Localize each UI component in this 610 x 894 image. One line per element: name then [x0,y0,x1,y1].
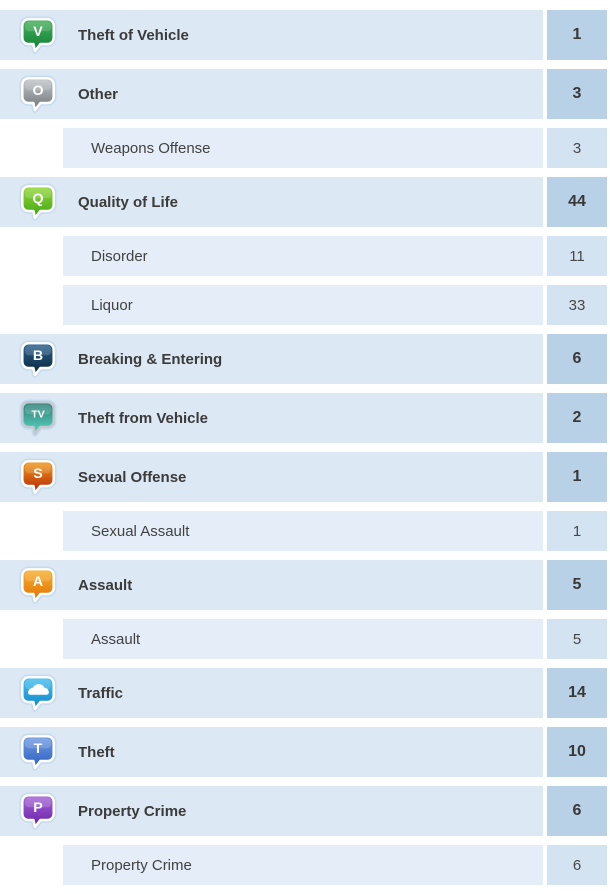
subcategory-row[interactable]: Assault 5 [0,619,607,659]
category-count: 14 [547,668,607,718]
row-left: Sexual Assault [63,511,543,551]
subcategory-label: Weapons Offense [91,139,211,157]
row-left: Traffic [0,668,543,718]
subcategory-label: Property Crime [91,856,192,874]
sexual-offense-icon: S [19,458,57,496]
svg-text:A: A [33,574,43,590]
theft-of-vehicle-icon: V [19,16,57,54]
row-left: S Sexual Offense [0,452,543,502]
row-left: V Theft of Vehicle [0,10,543,60]
row-left: Weapons Offense [63,128,543,168]
category-count: 5 [547,560,607,610]
category-count: 1 [547,10,607,60]
row-left: A Assault [0,560,543,610]
category-count: 44 [547,177,607,227]
row-left: Disorder [63,236,543,276]
svg-text:O: O [32,83,43,99]
category-count: 6 [547,334,607,384]
svg-text:S: S [33,466,43,482]
subcategory-label: Liquor [91,296,133,314]
category-label: Theft [78,743,115,761]
category-row[interactable]: TV Theft from Vehicle 2 [0,393,607,443]
theft-from-vehicle-icon: TV [19,399,57,437]
row-left: B Breaking & Entering [0,334,543,384]
svg-text:V: V [33,24,43,40]
category-row[interactable]: S Sexual Offense 1 [0,452,607,502]
category-label: Breaking & Entering [78,350,223,368]
svg-text:P: P [33,800,43,816]
row-left: P Property Crime [0,786,543,836]
category-count: 1 [547,511,607,551]
category-row[interactable]: T Theft 10 [0,727,607,777]
category-row[interactable]: A Assault 5 [0,560,607,610]
category-label: Theft from Vehicle [78,409,209,427]
category-label: Assault [78,576,133,594]
category-row[interactable]: P Property Crime 6 [0,786,607,836]
row-left: T Theft [0,727,543,777]
other-icon: O [19,75,57,113]
category-row[interactable]: Q Quality of Life 44 [0,177,607,227]
svg-text:Q: Q [32,191,43,207]
category-label: Property Crime [78,802,187,820]
category-label: Traffic [78,684,124,702]
subcategory-label: Assault [91,630,141,648]
row-left: Q Quality of Life [0,177,543,227]
subcategory-label: Disorder [91,247,148,265]
row-left: Property Crime [63,845,543,885]
category-row[interactable]: B Breaking & Entering 6 [0,334,607,384]
row-left: O Other [0,69,543,119]
subcategory-row[interactable]: Liquor 33 [0,285,607,325]
category-count: 6 [547,786,607,836]
theft-icon: T [19,733,57,771]
category-label: Quality of Life [78,193,179,211]
category-row[interactable]: Traffic 14 [0,668,607,718]
category-row[interactable]: O Other 3 [0,69,607,119]
category-count: 11 [547,236,607,276]
category-row[interactable]: V Theft of Vehicle 1 [0,10,607,60]
row-left: TV Theft from Vehicle [0,393,543,443]
quality-of-life-icon: Q [19,183,57,221]
subcategory-row[interactable]: Property Crime 6 [0,845,607,885]
category-count: 5 [547,619,607,659]
subcategory-row[interactable]: Sexual Assault 1 [0,511,607,551]
category-label: Sexual Offense [78,468,187,486]
traffic-car-icon [19,674,57,712]
row-left: Liquor [63,285,543,325]
category-count: 2 [547,393,607,443]
svg-text:B: B [33,348,43,364]
subcategory-row[interactable]: Weapons Offense 3 [0,128,607,168]
category-count: 6 [547,845,607,885]
category-label: Other [78,85,119,103]
svg-text:TV: TV [31,410,44,421]
category-count: 10 [547,727,607,777]
subcategory-row[interactable]: Disorder 11 [0,236,607,276]
category-label: Theft of Vehicle [78,26,189,44]
category-count: 3 [547,128,607,168]
category-count: 3 [547,69,607,119]
breaking-entering-icon: B [19,340,57,378]
row-left: Assault [63,619,543,659]
svg-text:T: T [34,741,43,757]
category-count: 33 [547,285,607,325]
category-count: 1 [547,452,607,502]
assault-icon: A [19,566,57,604]
subcategory-label: Sexual Assault [91,522,190,540]
property-crime-icon: P [19,792,57,830]
